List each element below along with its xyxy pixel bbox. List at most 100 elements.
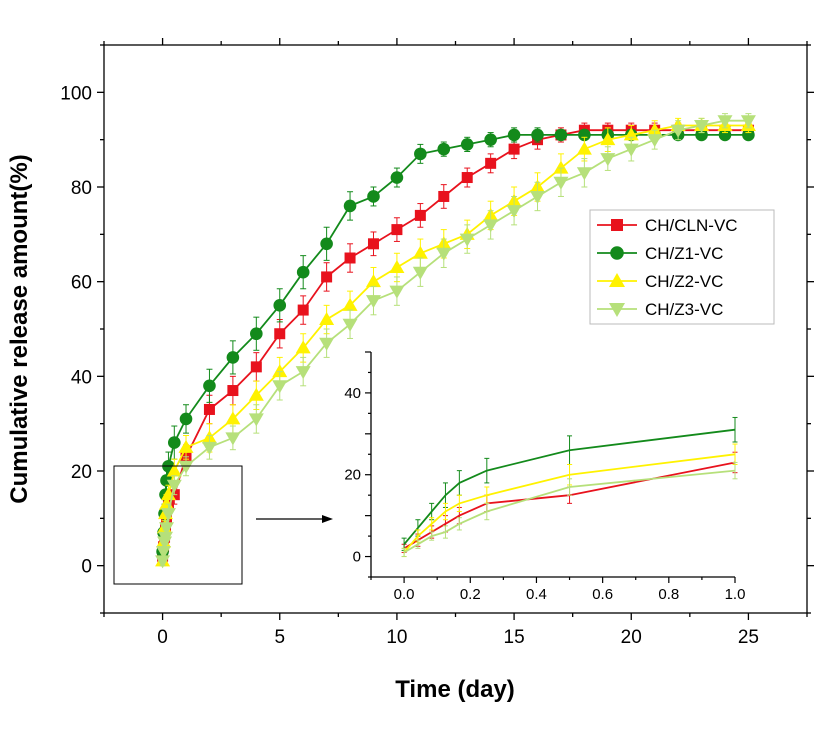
- data-point: [484, 133, 497, 146]
- data-point: [295, 366, 311, 380]
- data-point: [227, 385, 239, 397]
- data-point: [156, 545, 172, 559]
- y-tick-label: 40: [71, 367, 92, 388]
- data-point: [365, 295, 381, 309]
- data-point: [179, 412, 193, 426]
- data-point: [485, 157, 497, 169]
- inset-y-tick-label: 0: [353, 549, 361, 566]
- data-point: [321, 271, 333, 283]
- data-point: [250, 361, 262, 373]
- data-point: [436, 247, 452, 261]
- data-point: [248, 387, 264, 401]
- data-point: [718, 128, 732, 142]
- data-point: [168, 436, 181, 449]
- data-point: [166, 479, 182, 493]
- data-point: [160, 508, 176, 522]
- inset-series-line: [403, 469, 736, 554]
- data-point: [742, 128, 755, 142]
- data-point: [273, 299, 287, 312]
- data-point: [623, 143, 639, 157]
- data-point: [319, 337, 335, 351]
- data-point: [438, 190, 450, 202]
- inset-axes: 0.0 0.2 0.4 0.6 0.8 1.0 0 20 40: [344, 351, 746, 603]
- data-point: [391, 224, 403, 236]
- data-point: [166, 463, 182, 477]
- data-point: [412, 266, 428, 280]
- x-tick-label: 10: [386, 627, 407, 648]
- data-point: [297, 304, 309, 316]
- legend-item: CH/Z2-VC: [597, 272, 723, 291]
- x-tick-label: 5: [274, 627, 285, 648]
- legend-label: CH/Z2-VC: [645, 272, 723, 291]
- inset-plot-marks: [401, 416, 738, 558]
- data-point: [600, 153, 616, 167]
- data-point: [272, 380, 288, 394]
- data-point: [530, 190, 546, 204]
- data-point: [367, 238, 379, 250]
- legend-label: CH/Z1-VC: [645, 244, 723, 263]
- data-point: [459, 233, 475, 247]
- data-point: [600, 132, 616, 146]
- data-point: [250, 327, 263, 341]
- y-tick-label: 100: [60, 83, 92, 104]
- data-point: [389, 259, 405, 273]
- legend-marker: [611, 219, 623, 231]
- legend-marker: [609, 303, 625, 317]
- data-point: [389, 285, 405, 299]
- data-point: [414, 209, 426, 221]
- legend: CH/CLN-VC CH/Z1-VC CH/Z2-VC CH/Z3-VC: [589, 209, 775, 325]
- legend-label: CH/CLN-VC: [645, 216, 738, 235]
- data-point: [508, 143, 520, 155]
- x-tick-label: 25: [738, 627, 759, 648]
- data-point: [694, 119, 710, 133]
- data-point: [647, 134, 663, 148]
- legend-label: CH/Z3-VC: [645, 300, 723, 319]
- data-point: [158, 522, 174, 536]
- data-point: [412, 245, 428, 259]
- data-point: [554, 128, 568, 142]
- inset-series-line: [403, 453, 736, 554]
- y-axis-title: Cumulative release amount(%): [6, 154, 33, 503]
- legend-item: CH/Z1-VC: [597, 244, 723, 263]
- data-point: [344, 252, 356, 264]
- inset-series-line: [403, 428, 736, 545]
- data-point: [717, 115, 733, 129]
- inset-series-CH/Z3-VC: [401, 461, 738, 558]
- inset-x-tick-label: 0.4: [526, 586, 547, 603]
- y-tick-label: 80: [71, 178, 92, 199]
- data-point: [414, 147, 427, 161]
- data-point: [272, 364, 288, 378]
- y-tick-label: 20: [71, 462, 92, 483]
- data-point: [483, 219, 499, 233]
- data-point: [531, 128, 544, 142]
- data-point: [178, 460, 194, 474]
- data-point: [295, 340, 311, 354]
- x-tick-label: 20: [621, 627, 642, 648]
- data-point: [623, 127, 639, 141]
- inset-y-tick-label: 40: [344, 385, 361, 402]
- legend-marker: [610, 246, 624, 260]
- data-point: [576, 167, 592, 181]
- legend-item: CH/Z3-VC: [597, 300, 723, 319]
- data-point: [367, 190, 380, 203]
- data-point: [695, 128, 708, 142]
- inset-x-tick-label: 0.6: [592, 586, 613, 603]
- data-point: [460, 138, 474, 151]
- data-point: [155, 555, 171, 569]
- data-point: [647, 122, 663, 136]
- data-point: [203, 403, 215, 415]
- data-point: [342, 297, 358, 311]
- data-point: [461, 172, 473, 184]
- x-tick-label: 15: [504, 627, 525, 648]
- inset-x-tick-label: 1.0: [725, 586, 746, 603]
- y-tick-label: 60: [71, 273, 92, 294]
- data-point: [226, 351, 240, 364]
- inset-series-line: [403, 461, 736, 550]
- x-tick-label: 0: [157, 627, 168, 648]
- data-point: [506, 205, 522, 219]
- data-point: [740, 115, 756, 129]
- data-point: [343, 199, 357, 213]
- data-point: [319, 312, 335, 326]
- data-point: [320, 237, 333, 251]
- data-point: [248, 413, 264, 427]
